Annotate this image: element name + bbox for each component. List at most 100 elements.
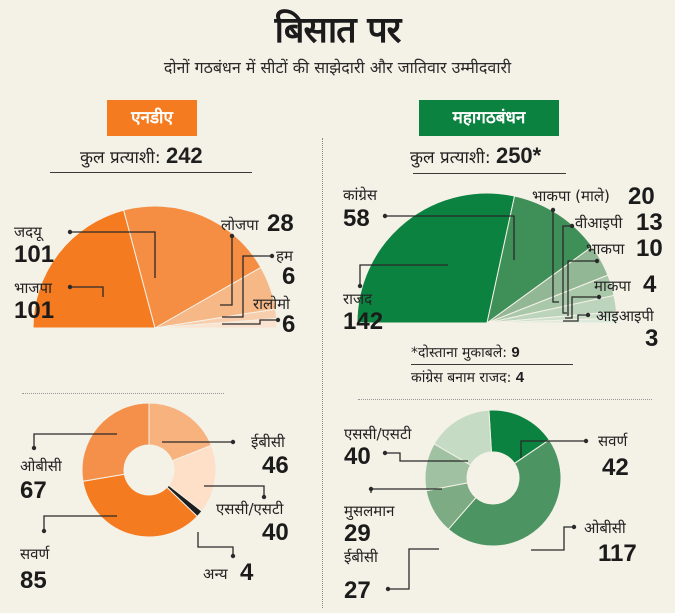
leader-jdu-dot bbox=[67, 229, 73, 235]
value-mgb-muslim: 29 bbox=[344, 520, 371, 547]
page-title: बिसात पर bbox=[274, 10, 402, 51]
slice-mgb-caste-4 bbox=[433, 409, 492, 466]
label-mgb-ebc: ईबीसी bbox=[344, 548, 378, 566]
mgb-total-label: कुल प्रत्याशी: bbox=[410, 148, 491, 168]
label-vip: वीआइपी bbox=[575, 214, 623, 232]
nda-total-label: कुल प्रत्याशी: bbox=[80, 148, 161, 168]
label-mgb-savarna: सवर्ण bbox=[598, 432, 628, 450]
footnote-2-label: कांग्रेस बनाम राजद: bbox=[411, 370, 512, 386]
nda-section-divider bbox=[22, 393, 224, 394]
leader-rjd-dot bbox=[357, 283, 363, 289]
leader-bjp-dot bbox=[67, 284, 73, 290]
value-nda-other: 4 bbox=[240, 559, 254, 586]
value-nda-savarna: 85 bbox=[20, 567, 47, 594]
value-cpiml: 20 bbox=[628, 183, 655, 210]
leader-mgb-obc-dot bbox=[571, 524, 577, 530]
value-bjp: 101 bbox=[14, 297, 55, 324]
leader-rlm bbox=[222, 319, 278, 325]
center-divider bbox=[322, 138, 323, 608]
mgb-badge: महागठबंधन bbox=[419, 100, 559, 136]
label-nda-savarna: सवर्ण bbox=[20, 545, 50, 563]
slice-mgb-seats-6 bbox=[486, 317, 618, 324]
value-mgb-scst: 40 bbox=[344, 443, 371, 470]
value-congress: 58 bbox=[343, 205, 370, 232]
slice-mgb-seats-0 bbox=[356, 192, 516, 324]
leader-nda-obc-dot bbox=[31, 445, 37, 451]
leader-rjd bbox=[359, 264, 448, 286]
leader-ham bbox=[222, 255, 272, 318]
label-ljp: लोजपा bbox=[221, 216, 259, 234]
mgb-seats-half-pie bbox=[356, 192, 618, 325]
value-rlm: 6 bbox=[282, 311, 296, 338]
value-iip: 3 bbox=[645, 325, 659, 352]
label-mgb-obc: ओबीसी bbox=[584, 519, 626, 537]
leader-cpim bbox=[565, 296, 599, 319]
slice-mgb-caste-1 bbox=[447, 439, 562, 547]
mgb-total-value: 250* bbox=[495, 143, 542, 168]
leader-cpi-dot bbox=[594, 258, 600, 264]
label-iip: आइआइपी bbox=[596, 307, 654, 325]
nda-total-underline bbox=[50, 172, 252, 173]
footnote-congress-vs-rjd: कांग्रेस बनाम राजद: 4 bbox=[411, 368, 524, 387]
value-mgb-savarna: 42 bbox=[602, 454, 629, 481]
leader-mgb-obc bbox=[531, 526, 574, 551]
mgb-section-divider bbox=[358, 399, 652, 400]
leader-nda-scst bbox=[204, 485, 265, 497]
leader-nda-savarna-dot bbox=[41, 528, 47, 534]
leader-vip-dot bbox=[569, 223, 575, 229]
leader-congress-dot bbox=[382, 213, 388, 219]
label-cpiml: भाकपा (माले) bbox=[532, 187, 610, 205]
mgb-total-underline bbox=[413, 173, 566, 174]
leader-ljp-dot bbox=[229, 233, 235, 239]
footnote-2-value: 4 bbox=[515, 369, 525, 386]
leader-jdu bbox=[70, 231, 156, 278]
label-bjp: भाजपा bbox=[14, 279, 52, 297]
nda-seats-half-pie bbox=[32, 205, 278, 329]
label-nda-ebc: ईबीसी bbox=[251, 433, 285, 451]
slice-mgb-seats-1 bbox=[486, 195, 593, 325]
slice-nda-caste-3 bbox=[82, 473, 198, 538]
leader-mgb-scst-dot bbox=[382, 450, 388, 456]
leader-mgb-ebc bbox=[388, 548, 439, 590]
slice-nda-seats-1 bbox=[123, 205, 262, 329]
label-nda-other: अन्य bbox=[203, 565, 228, 583]
value-ljp: 28 bbox=[267, 210, 294, 237]
leader-iip-dot bbox=[585, 312, 591, 318]
footnote-1-label: *दोस्ताना मुकाबले: bbox=[411, 345, 507, 361]
label-rjd: राजद bbox=[343, 290, 373, 308]
value-nda-scst: 40 bbox=[262, 519, 289, 546]
label-mgb-muslim: मुसलमान bbox=[344, 502, 395, 520]
leader-cpim-dot bbox=[596, 294, 602, 300]
label-cpi: भाकपा bbox=[586, 240, 625, 258]
mgb-caste-donut bbox=[424, 409, 562, 547]
leader-ham-dot bbox=[269, 253, 275, 259]
value-mgb-ebc: 27 bbox=[344, 577, 371, 604]
label-nda-obc: ओबीसी bbox=[20, 457, 62, 475]
value-vip: 13 bbox=[636, 209, 663, 236]
footnote-friendly-fights: *दोस्ताना मुकाबले: 9 bbox=[411, 343, 520, 362]
leader-cpiml bbox=[552, 210, 559, 303]
leader-cpiml-dot bbox=[550, 207, 556, 213]
value-nda-ebc: 46 bbox=[262, 452, 289, 479]
leader-mgb-savarna-dot bbox=[583, 438, 589, 444]
leader-iip bbox=[563, 314, 588, 322]
leader-rlm-dot bbox=[275, 317, 281, 323]
nda-total: कुल प्रत्याशी: 242 bbox=[80, 143, 203, 169]
label-congress: कांग्रेस bbox=[343, 186, 378, 204]
nda-caste-donut bbox=[81, 402, 217, 538]
leader-lines bbox=[31, 207, 602, 592]
leader-nda-scst-dot bbox=[261, 494, 267, 500]
label-mgb-scst: एससी/एसटी bbox=[344, 425, 412, 443]
value-nda-obc: 67 bbox=[20, 477, 47, 504]
nda-total-value: 242 bbox=[165, 143, 203, 168]
footnote-rule bbox=[411, 364, 573, 365]
leader-congress bbox=[385, 215, 515, 260]
leader-mgb-savarna bbox=[520, 440, 586, 458]
value-cpim: 4 bbox=[643, 271, 657, 298]
leader-nda-savarna bbox=[43, 515, 117, 531]
leader-vip bbox=[562, 225, 572, 314]
leader-mgb-muslim-dot bbox=[368, 486, 374, 492]
value-mgb-obc: 117 bbox=[598, 540, 637, 567]
leader-mgb-ebc-dot bbox=[385, 586, 391, 592]
